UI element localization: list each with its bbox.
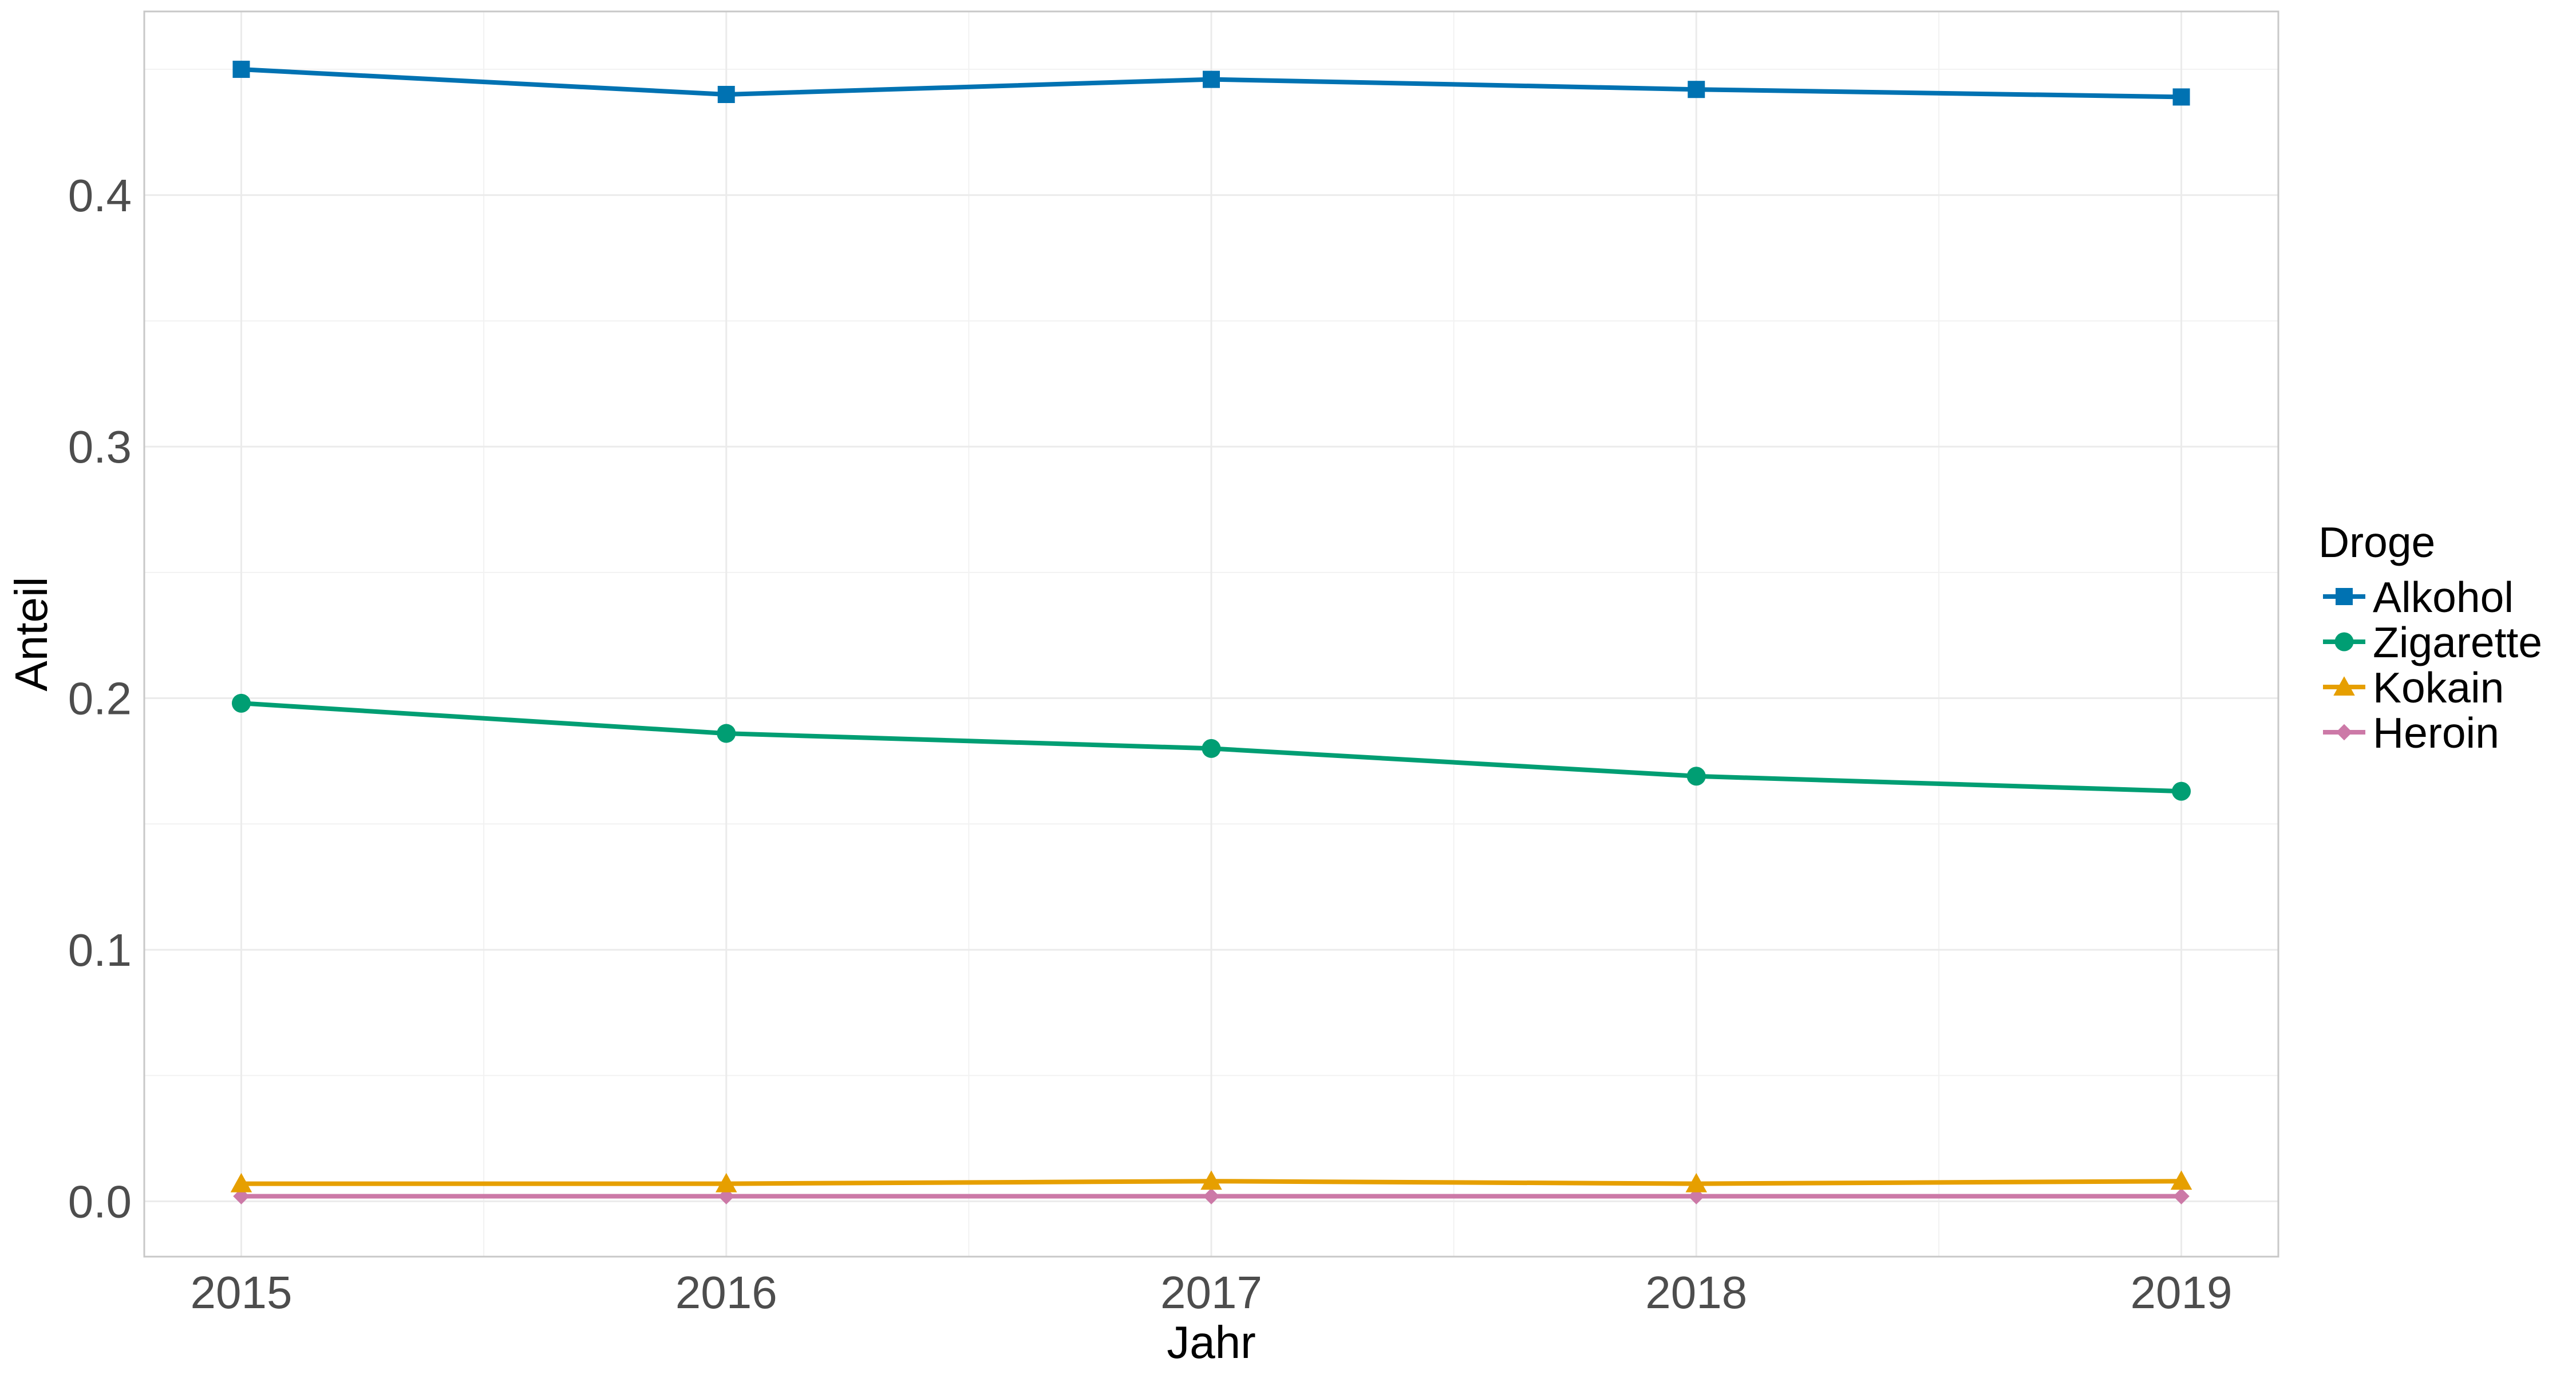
y-tick-label: 0.3 <box>68 421 132 472</box>
triangle-marker <box>2333 676 2355 696</box>
triangle-marker <box>1200 1170 1222 1190</box>
grid <box>144 11 2278 1257</box>
x-tick-label: 2017 <box>1160 1267 1262 1318</box>
circle-marker <box>2334 632 2354 652</box>
square-marker <box>232 61 250 78</box>
series-alkohol <box>232 61 2190 106</box>
legend-item-heroin: Heroin <box>2323 709 2499 757</box>
legend-label: Kokain <box>2373 664 2504 712</box>
triangle-marker <box>1685 1172 1708 1193</box>
legend-item-kokain: Kokain <box>2323 664 2504 712</box>
square-marker <box>2336 588 2353 605</box>
circle-marker <box>1202 739 1221 758</box>
y-tick-label: 0.4 <box>68 170 132 221</box>
diamond-marker <box>1203 1188 1220 1205</box>
legend-label: Zigarette <box>2373 618 2542 666</box>
x-tick-label: 2015 <box>190 1267 292 1318</box>
plot-panel <box>143 10 2279 1258</box>
y-tick-label: 0.1 <box>68 925 132 976</box>
legend-label: Alkohol <box>2373 573 2514 621</box>
legend-item-alkohol: Alkohol <box>2323 573 2514 621</box>
circle-marker <box>717 724 736 743</box>
x-axis-ticks: 2015 2016 2017 2018 2019 <box>190 1267 2232 1318</box>
triangle-marker <box>2170 1170 2192 1190</box>
legend-title: Droge <box>2318 518 2435 566</box>
circle-marker <box>2172 781 2191 801</box>
diamond-marker <box>2336 724 2353 741</box>
y-axis-ticks: 0.0 0.1 0.2 0.3 0.4 <box>68 170 132 1227</box>
x-tick-label: 2018 <box>1645 1267 1747 1318</box>
circle-marker <box>231 693 251 713</box>
square-marker <box>717 86 735 103</box>
x-axis-title: Jahr <box>1167 1317 1256 1368</box>
y-axis-title: Anteil <box>6 577 57 691</box>
x-tick-label: 2016 <box>675 1267 777 1318</box>
series-zigarette <box>231 693 2191 801</box>
legend-label: Heroin <box>2373 709 2499 757</box>
y-tick-label: 0.2 <box>68 673 132 724</box>
series-kokain <box>230 1170 2192 1193</box>
diamond-marker <box>2173 1188 2190 1205</box>
legend-item-zigarette: Zigarette <box>2323 618 2542 666</box>
square-marker <box>1688 81 1705 98</box>
y-tick-label: 0.0 <box>68 1176 132 1227</box>
square-marker <box>1203 70 1220 88</box>
triangle-marker <box>715 1172 737 1193</box>
series-layer <box>230 61 2192 1205</box>
triangle-marker <box>230 1172 252 1193</box>
square-marker <box>2172 88 2190 106</box>
circle-marker <box>1686 767 1706 786</box>
x-tick-label: 2019 <box>2131 1267 2233 1318</box>
